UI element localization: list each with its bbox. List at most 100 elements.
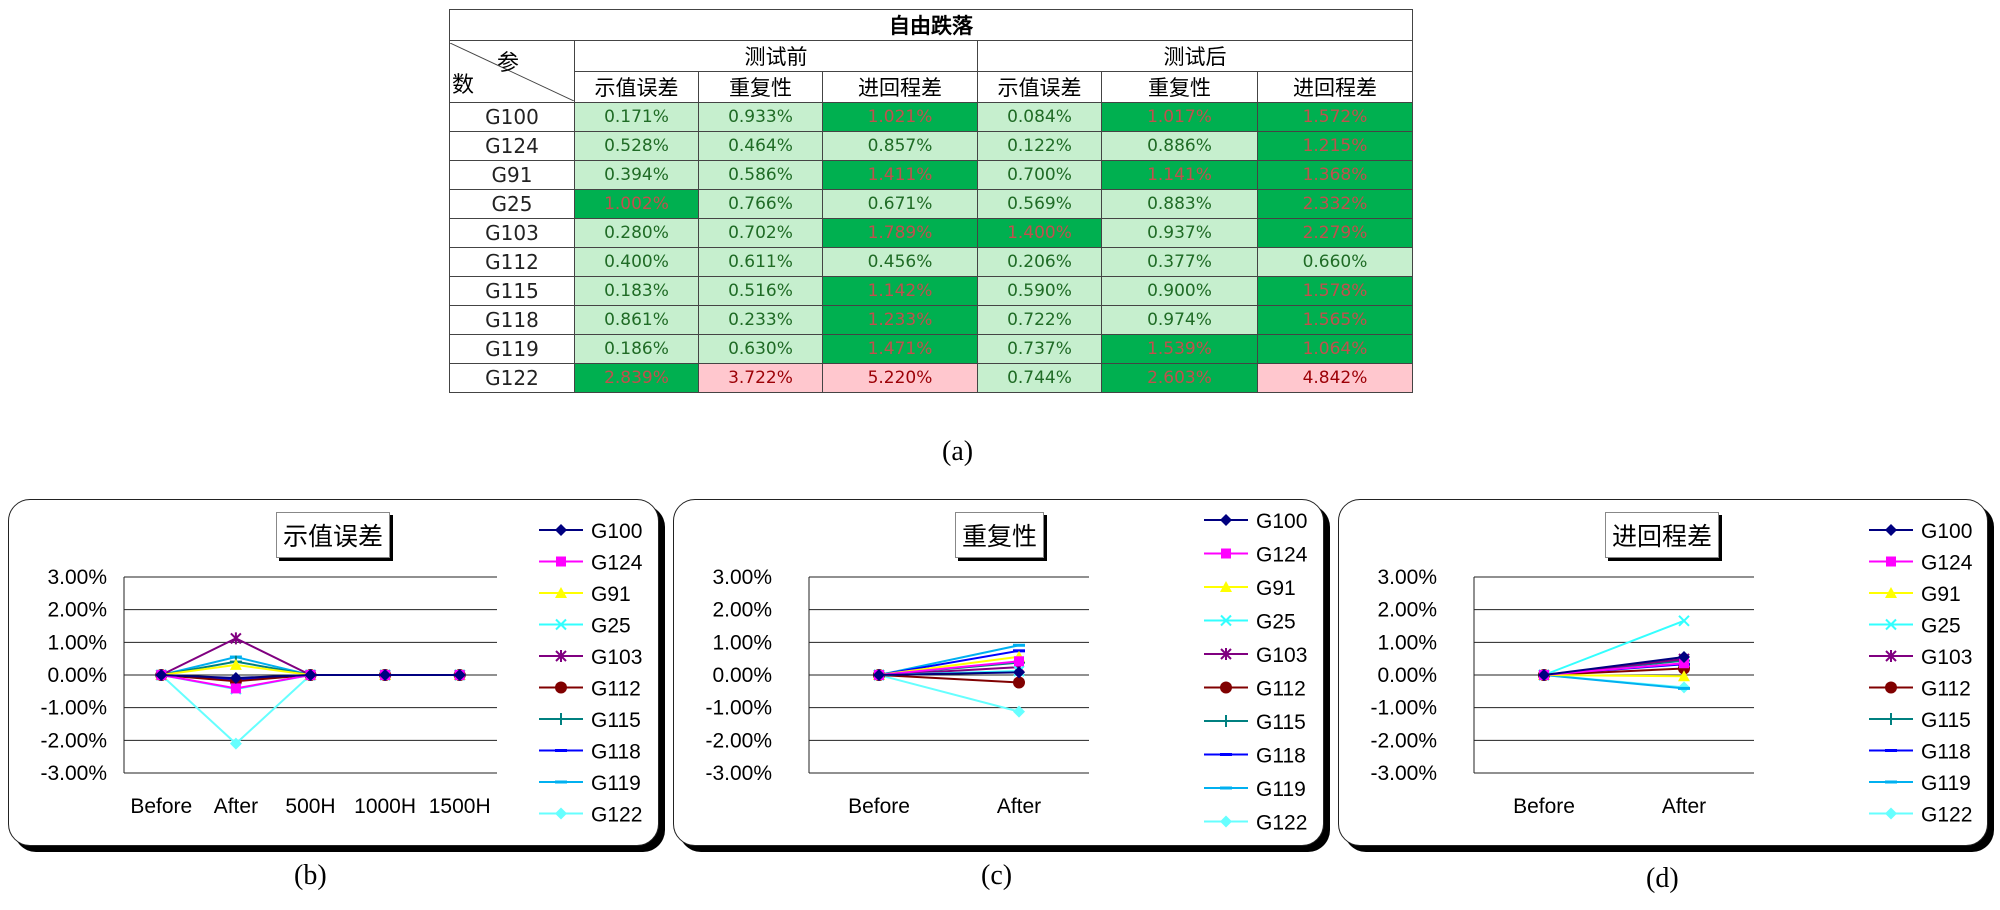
legend-item: G124 xyxy=(1869,552,1973,575)
table-cell: 1.017% xyxy=(1101,102,1258,132)
chart-title: 重复性 xyxy=(955,512,1045,558)
x-tick-label: Before xyxy=(848,795,910,818)
legend-label: G122 xyxy=(591,804,642,827)
table-cell: 0.766% xyxy=(698,189,823,219)
legend-label: G119 xyxy=(1921,772,1971,795)
chart-indication-error: 3.00% 2.00% 1.00% 0.00% -1.00% -2.00% -3.00% Be… xyxy=(40,520,642,827)
table-cell: 0.630% xyxy=(698,334,823,364)
row-gauge-id: G112 xyxy=(449,247,575,277)
table-cell: 0.464% xyxy=(698,131,823,161)
series-G100 xyxy=(155,669,466,684)
table-cell: 0.586% xyxy=(698,160,823,190)
table-cell: 1.064% xyxy=(1257,334,1413,364)
legend-label: G124 xyxy=(1256,544,1308,567)
data-point xyxy=(155,669,168,681)
table-cell: 0.400% xyxy=(574,247,699,277)
legend-item: G122 xyxy=(1204,812,1307,835)
legend-item: G122 xyxy=(1869,804,1972,827)
legend-item: G122 xyxy=(539,804,642,827)
row-gauge-id: G91 xyxy=(449,160,575,190)
y-tick-label: 0.00% xyxy=(1377,664,1437,687)
legend-item: G100 xyxy=(1869,520,1972,543)
y-tick-label: -2.00% xyxy=(705,729,772,752)
table-cell: 0.528% xyxy=(574,131,699,161)
legend-label: G25 xyxy=(1256,611,1296,634)
data-point xyxy=(229,658,242,670)
legend-marker xyxy=(555,681,567,694)
legend-marker xyxy=(1220,514,1232,526)
data-point xyxy=(1679,658,1689,669)
table-cell: 0.084% xyxy=(977,102,1102,132)
legend-label: G112 xyxy=(1921,678,1971,701)
table-cell: 0.122% xyxy=(977,131,1102,161)
table-cell: 1.411% xyxy=(822,160,978,190)
table-row: G100 0.171% 0.933% 1.021% 0.084% 1.017% 1.572% xyxy=(449,102,1413,132)
table-cell: 1.471% xyxy=(822,334,978,364)
data-point xyxy=(379,669,392,681)
legend-item: G115 xyxy=(539,709,641,732)
data-point xyxy=(1014,656,1024,667)
table-cell: 1.021% xyxy=(822,102,978,132)
table-cell: 0.937% xyxy=(1101,218,1258,248)
data-point xyxy=(873,669,885,681)
table-title: 自由跌落 xyxy=(449,9,1413,41)
free-fall-table: 自由跌落 参 数 测试前 测试后 示值误差 重复性 进回程差 示值误差 重复性 进回程差 … xyxy=(449,9,1413,393)
legend-marker xyxy=(1886,556,1896,567)
legend-item: G91 xyxy=(1204,577,1296,600)
legend-item: G25 xyxy=(1869,615,1961,638)
table-cell: 1.572% xyxy=(1257,102,1413,132)
data-point xyxy=(1013,705,1025,718)
table-cell: 0.861% xyxy=(574,305,699,335)
data-point xyxy=(1013,676,1025,689)
legend-label: G100 xyxy=(591,520,642,543)
table-row: G118 0.861% 0.233% 1.233% 0.722% 0.974% 1.565% xyxy=(449,305,1413,335)
caption-c: (c) xyxy=(981,860,1013,891)
column-header: 进回程差 xyxy=(822,71,978,103)
group-header-after: 测试后 xyxy=(977,40,1413,72)
table-cell: 0.206% xyxy=(977,247,1102,277)
table-cell: 0.700% xyxy=(977,160,1102,190)
legend-label: G118 xyxy=(591,741,641,764)
legend-marker xyxy=(555,807,567,820)
y-tick-label: -1.00% xyxy=(1370,697,1437,720)
table-cell: 0.233% xyxy=(698,305,823,335)
legend-label: G124 xyxy=(1921,552,1973,575)
group-header-before: 测试前 xyxy=(574,40,978,72)
table-cell: 1.789% xyxy=(822,218,978,248)
legend-label: G119 xyxy=(1256,778,1306,801)
legend-marker xyxy=(556,556,566,567)
table-cell: 2.332% xyxy=(1257,189,1413,219)
series-G122 xyxy=(155,669,466,750)
legend-label: G25 xyxy=(591,615,631,638)
y-tick-label: -3.00% xyxy=(40,762,107,785)
data-point xyxy=(229,671,242,684)
legend-label: G122 xyxy=(1921,804,1972,827)
chart-panel-repeatability: 重复性 3.00% 2.00% 1.00% 0.00% -1.00% -2.00% -3.0… xyxy=(673,499,1324,846)
legend-item: G118 xyxy=(1869,741,1971,764)
legend-marker xyxy=(1220,681,1232,694)
row-gauge-id: G25 xyxy=(449,189,575,219)
table-cell: 0.569% xyxy=(977,189,1102,219)
legend-item: G124 xyxy=(1204,544,1308,567)
y-tick-label: -1.00% xyxy=(40,697,107,720)
table-cell: 1.578% xyxy=(1257,276,1413,306)
table-cell: 0.671% xyxy=(822,189,978,219)
caption-b: (b) xyxy=(294,860,327,891)
x-tick-label: After xyxy=(1662,795,1706,818)
data-point xyxy=(1013,666,1025,679)
column-header: 进回程差 xyxy=(1257,71,1413,103)
legend-item: G25 xyxy=(1204,611,1296,634)
legend-item: G112 xyxy=(539,678,641,701)
row-gauge-id: G115 xyxy=(449,276,575,306)
table-cell: 0.737% xyxy=(977,334,1102,364)
legend-marker xyxy=(555,650,567,662)
legend-marker xyxy=(1220,715,1232,727)
table-cell: 1.215% xyxy=(1257,131,1413,161)
legend-label: G103 xyxy=(1921,646,1972,669)
chart-panel-indication-error: 示值误差 3.00% 2.00% 1.00% 0.00% -1.00% -2.00% -3.… xyxy=(8,499,659,846)
series-line xyxy=(1543,662,1685,676)
y-tick-label: 3.00% xyxy=(47,566,107,589)
series-G100 xyxy=(873,666,1025,681)
y-tick-label: 2.00% xyxy=(1377,599,1437,622)
series-line xyxy=(1543,674,1685,678)
